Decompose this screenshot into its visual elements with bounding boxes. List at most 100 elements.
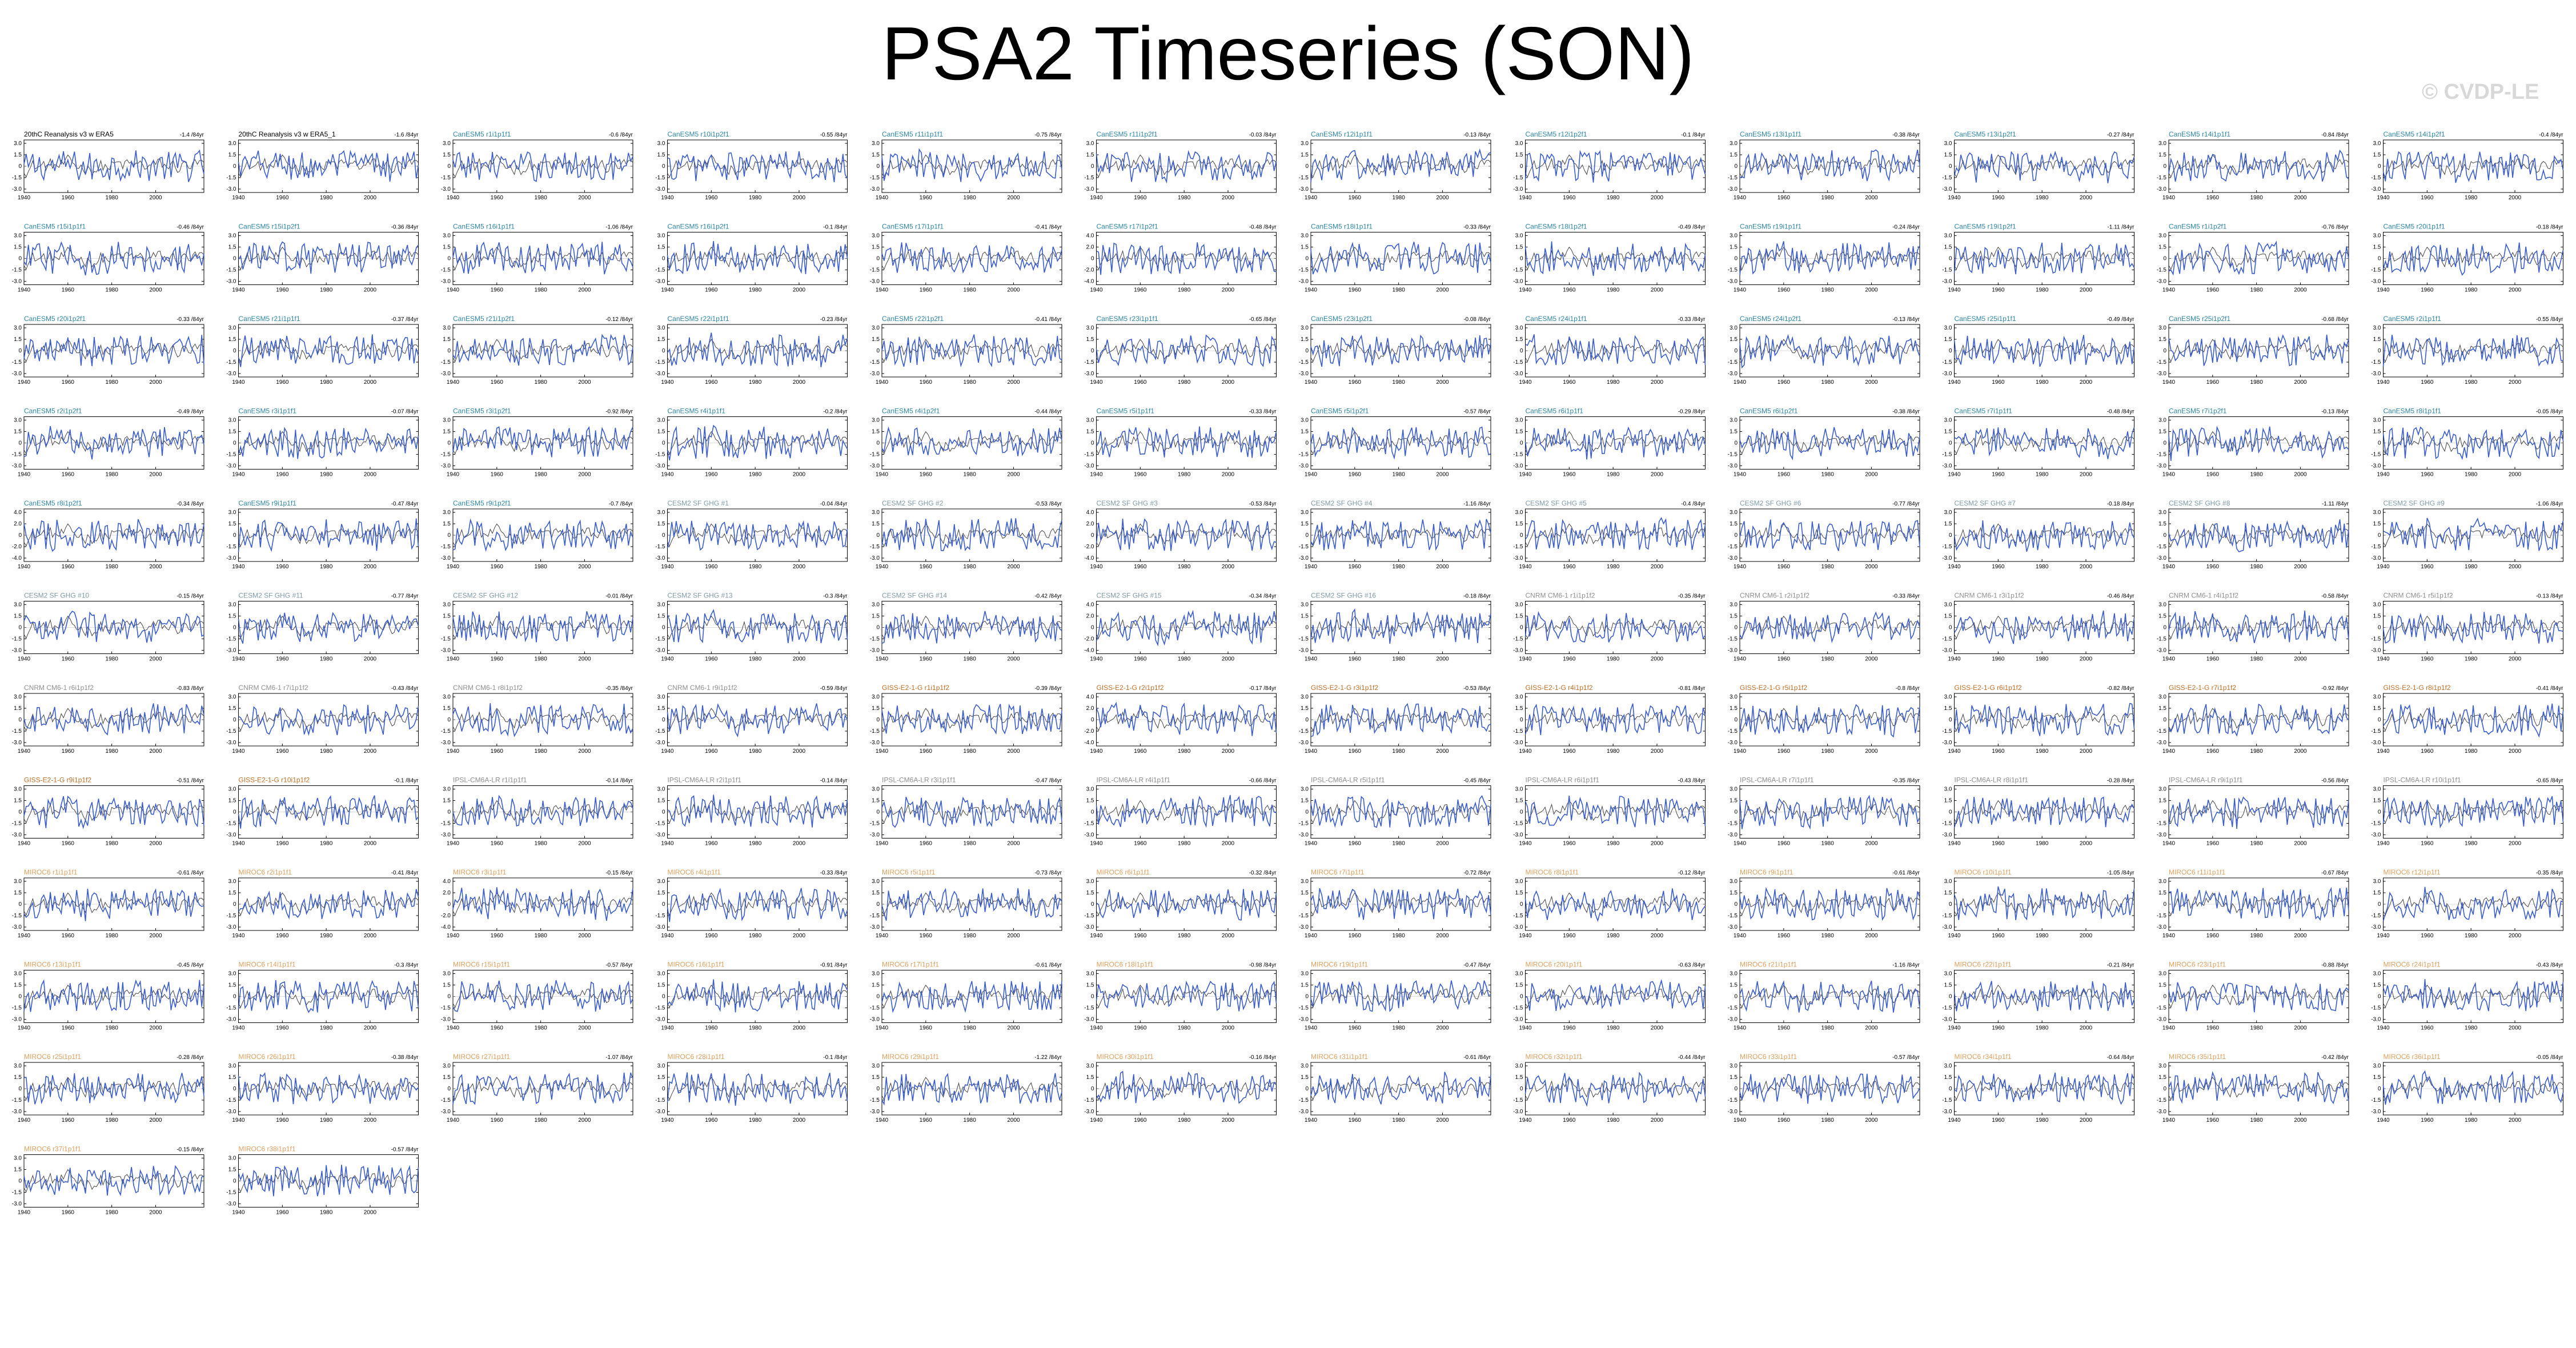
x-tick-label: 1980	[964, 195, 977, 201]
trend-label: -0.28 /84yr	[176, 1054, 204, 1061]
x-tick-label: 1940	[1948, 1117, 1961, 1124]
simulated-series-line	[667, 241, 848, 275]
panel-title: MIROC6 r3i1p1f1	[453, 868, 507, 876]
y-tick-label: -1.5	[226, 359, 236, 366]
observed-series-line	[667, 984, 848, 1008]
observed-series-line	[2168, 984, 2349, 1008]
timeseries-panel: IPSL-CM6A-LR r9i1p1f1 -0.56 /84yr3.01.50-…	[2157, 776, 2349, 847]
x-tick-label: 1980	[106, 1210, 119, 1216]
trend-label: -0.35 /84yr	[605, 685, 633, 692]
x-tick-label: 1940	[18, 1117, 31, 1124]
x-tick-label: 2000	[1222, 933, 1235, 939]
y-tick-label: 1.5	[1086, 798, 1094, 804]
y-tick-label: 3.0	[14, 602, 22, 608]
timeseries-panel: GISS-E2-1-G r10i1p1f2 -0.1 /84yr3.01.50-1…	[226, 776, 419, 847]
trend-label: -0.3 /84yr	[823, 593, 848, 600]
y-tick-label: -1.5	[1728, 1005, 1738, 1012]
y-tick-label: 1.5	[1515, 890, 1523, 896]
simulated-series-line	[23, 703, 204, 736]
y-tick-label: -4.0	[1084, 740, 1094, 746]
simulated-series-line	[1953, 150, 2135, 183]
y-tick-label: -3.0	[1728, 1109, 1738, 1115]
timeseries-panel: IPSL-CM6A-LR r10i1p1f1 -0.65 /84yr3.01.50…	[2371, 776, 2564, 847]
trend-label: -1.06 /84yr	[605, 224, 633, 231]
y-tick-label: -3.0	[226, 555, 236, 561]
x-tick-label: 2000	[1865, 1117, 1878, 1124]
y-tick-label: 0	[1305, 163, 1309, 170]
observed-series-line	[1739, 892, 1920, 916]
trend-label: -0.1 /84yr	[394, 778, 419, 784]
y-tick-label: -3.0	[870, 1017, 880, 1023]
x-tick-label: 1980	[1607, 1117, 1620, 1124]
simulated-series-line	[881, 796, 1062, 828]
y-tick-label: 1.5	[1515, 244, 1523, 251]
trend-label: -0.18 /84yr	[2107, 501, 2134, 507]
y-tick-label: -1.5	[2371, 821, 2381, 827]
timeseries-panel: CanESM5 r8i1p1f1 -0.05 /84yr3.01.50-1.5-3…	[2371, 407, 2564, 478]
y-tick-label: -3.0	[655, 924, 665, 930]
y-tick-label: 3.0	[872, 509, 880, 516]
y-tick-label: 3.0	[872, 141, 880, 147]
x-tick-label: 1940	[2377, 748, 2390, 755]
y-tick-label: 1.5	[228, 982, 236, 989]
x-tick-label: 1960	[1134, 195, 1147, 201]
x-tick-label: 1960	[705, 933, 718, 939]
x-tick-label: 1940	[1734, 656, 1747, 663]
observed-series-line	[2383, 1077, 2563, 1100]
panel-title: IPSL-CM6A-LR r3i1p1f1	[882, 776, 956, 784]
y-tick-label: 0	[2378, 994, 2381, 1000]
y-tick-label: 1.5	[1515, 336, 1523, 343]
y-tick-label: 0	[2378, 1086, 2381, 1092]
y-tick-label: 3.0	[1086, 971, 1094, 977]
simulated-series-line	[23, 979, 204, 1012]
y-tick-label: 3.0	[1301, 325, 1309, 331]
y-tick-label: 0	[1734, 717, 1738, 723]
simulated-series-line	[2382, 426, 2564, 460]
x-tick-label: 1940	[1519, 933, 1532, 939]
timeseries-panel: MIROC6 r29i1p1f1 -1.22 /84yr3.01.50-1.5-3…	[870, 1053, 1062, 1124]
x-tick-label: 1940	[2377, 841, 2390, 847]
panel-title: CESM2 SF GHG #3	[1097, 499, 1158, 507]
x-tick-label: 1960	[920, 379, 933, 386]
x-tick-label: 2000	[578, 472, 591, 478]
simulated-series-line	[1739, 149, 1920, 182]
panel-title: CanESM5 r18i1p2f1	[1526, 223, 1587, 231]
x-tick-label: 1940	[2162, 1117, 2176, 1124]
x-tick-label: 1980	[106, 379, 119, 386]
y-tick-label: -1.5	[1942, 175, 1952, 181]
y-tick-label: 3.0	[2373, 694, 2381, 700]
panel-title: CanESM5 r1i1p2f1	[2169, 223, 2227, 231]
x-tick-label: 2000	[2080, 933, 2093, 939]
x-tick-label: 1960	[276, 564, 289, 570]
y-tick-label: -1.5	[870, 913, 880, 919]
trend-label: -0.58 /84yr	[2321, 593, 2349, 600]
x-tick-label: 1980	[2036, 1117, 2049, 1124]
timeseries-panel: IPSL-CM6A-LR r5i1p1f1 -0.45 /84yr3.01.50-…	[1299, 776, 1491, 847]
y-tick-label: 3.0	[2158, 971, 2166, 977]
x-tick-label: 1980	[320, 933, 333, 939]
y-tick-label: -3.0	[1513, 1017, 1523, 1023]
trend-label: -0.46 /84yr	[2107, 593, 2134, 600]
y-tick-label: -1.5	[2157, 267, 2167, 274]
y-tick-label: 1.5	[1301, 1074, 1309, 1081]
x-tick-label: 1960	[1134, 472, 1147, 478]
y-tick-label: -1.5	[1513, 728, 1523, 735]
panel-title: CESM2 SF GHG #1	[668, 499, 729, 507]
x-tick-label: 1980	[2036, 195, 2049, 201]
y-tick-label: 0	[1305, 717, 1309, 723]
x-tick-label: 2000	[2080, 564, 2093, 570]
y-tick-label: 0	[876, 163, 880, 170]
y-tick-label: 0	[447, 1086, 451, 1092]
y-tick-label: 1.5	[14, 705, 22, 712]
y-tick-label: 0	[2163, 625, 2166, 631]
y-tick-label: -3.0	[1728, 463, 1738, 470]
x-tick-label: 2000	[793, 195, 806, 201]
x-tick-label: 1960	[62, 195, 75, 201]
trend-label: -0.82 /84yr	[2107, 685, 2134, 692]
x-tick-label: 2000	[2294, 472, 2307, 478]
y-tick-label: -3.0	[2371, 555, 2381, 561]
timeseries-panel: CNRM CM6-1 r4i1p1f2 -0.58 /84yr3.01.50-1.…	[2157, 592, 2349, 663]
y-tick-label: 1.5	[872, 429, 880, 435]
y-tick-label: 0	[1734, 256, 1738, 262]
